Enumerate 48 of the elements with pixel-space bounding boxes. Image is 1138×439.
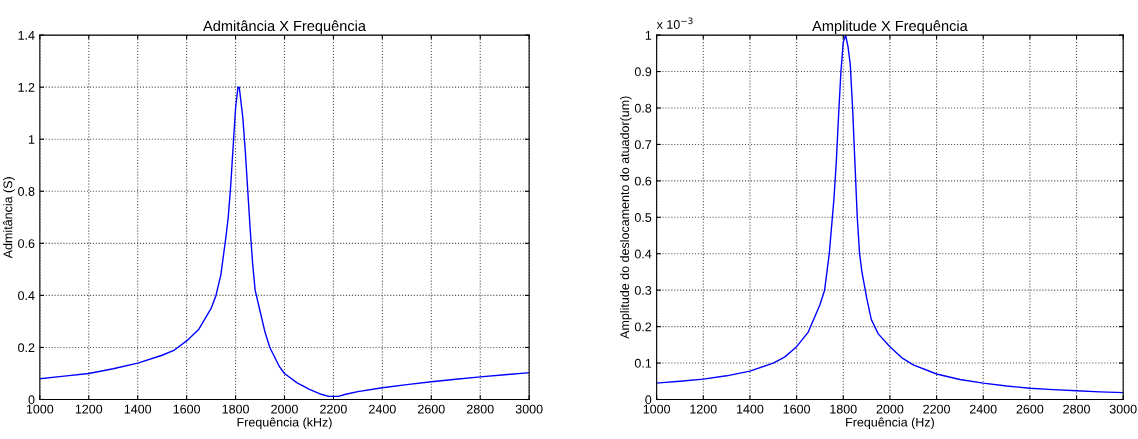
y-tick-label: 0.1	[634, 358, 652, 368]
x-tick-label: 2600	[1016, 404, 1044, 414]
y-axis-title: Admitância (S)	[3, 177, 15, 259]
y-tick-label: 1.4	[18, 31, 35, 40]
y-tick-label: 1	[645, 31, 652, 40]
x-axis-title: Frequência (kHz)	[237, 417, 332, 430]
x-tick-label: 1400	[736, 404, 764, 414]
x-tick-label: 1600	[173, 404, 201, 414]
y-tick-label: 0.7	[634, 140, 652, 150]
x-tick-label: 2000	[876, 404, 904, 414]
x-tick-label: 2200	[923, 404, 950, 414]
chart-title: Amplitude X Frequência	[812, 20, 968, 34]
x-tick-label: 1200	[75, 404, 103, 414]
x-tick-label: 3000	[515, 404, 543, 414]
y-tick-label: 0	[28, 395, 35, 405]
y-tick-label: 0.2	[18, 343, 35, 353]
y-tick-label: 0.8	[18, 187, 35, 196]
y-axis-title: Amplitude do deslocamento do atuador(um)	[619, 96, 632, 339]
x-tick-label: 2200	[320, 404, 347, 414]
chart-title: Admitância X Frequência	[203, 20, 366, 34]
y-tick-label: 0.8	[634, 103, 652, 113]
x-tick-label: 1800	[830, 404, 857, 414]
text: x 10$^{−3}$	[656, 17, 693, 29]
x-tick-label: 2800	[466, 404, 494, 414]
y-tick-label: 1.2	[18, 82, 35, 92]
x-tick-label: 2600	[418, 404, 445, 414]
x-tick-label: 1800	[222, 404, 249, 414]
y-tick-label: 0.2	[634, 322, 652, 332]
x-tick-label: 1000	[643, 404, 671, 414]
y-tick-label: 0.9	[634, 67, 652, 77]
x-tick-label: 2400	[369, 404, 396, 414]
y-tick-label: 1	[28, 135, 35, 144]
y-tick-label: 0.5	[634, 213, 652, 222]
y-tick-label: 0.4	[634, 249, 652, 259]
x-axis-title: Frequência (Hz)	[846, 417, 934, 430]
x-tick-label: 1200	[690, 404, 717, 414]
y-tick-label: 0.4	[18, 291, 35, 301]
x-tick-label: 3000	[1109, 404, 1137, 414]
x-tick-label: 2000	[271, 404, 298, 414]
x-tick-label: 1400	[124, 404, 152, 414]
x-tick-label: 1000	[26, 404, 54, 414]
y-tick-label: 0.6	[18, 239, 35, 248]
y-tick-label: 0.6	[634, 176, 652, 186]
x-tick-label: 2400	[969, 404, 997, 414]
y-tick-label: 0.3	[634, 285, 652, 295]
y-tick-label: 0	[645, 395, 652, 405]
x-tick-label: 1600	[783, 404, 811, 414]
x-tick-label: 2800	[1063, 404, 1090, 414]
